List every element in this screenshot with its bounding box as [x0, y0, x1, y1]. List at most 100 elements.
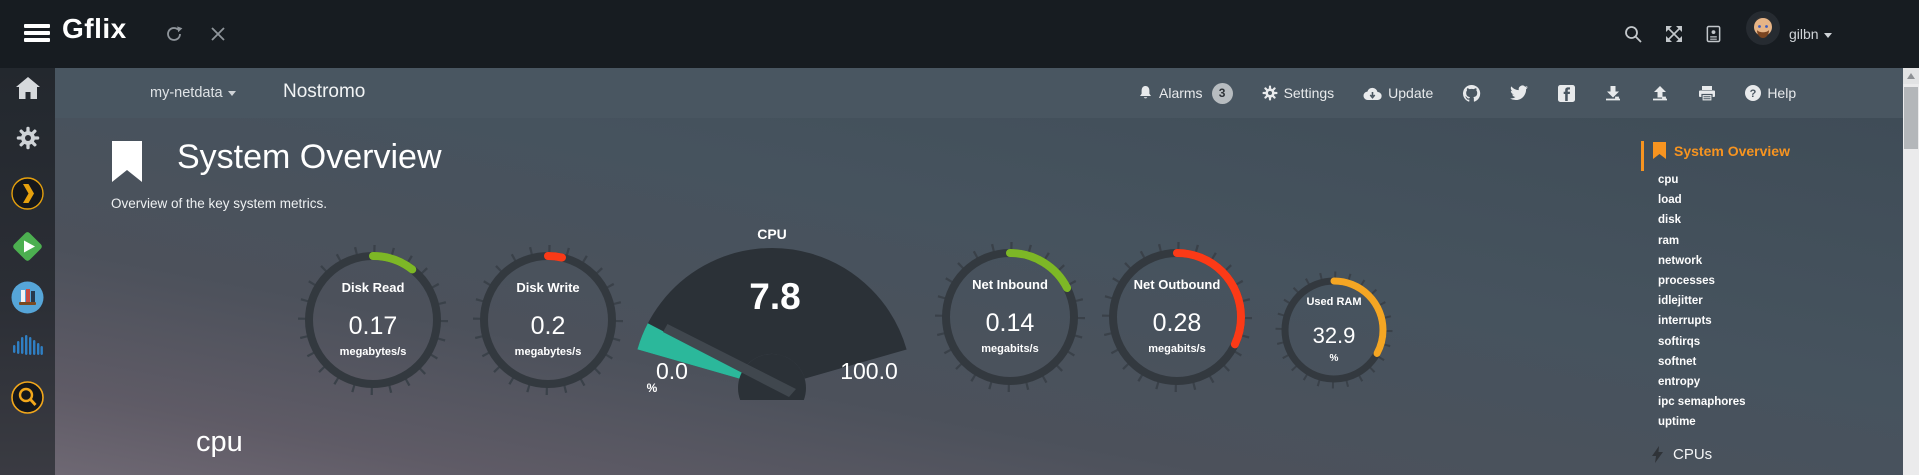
help-button[interactable]: ? Help [1745, 85, 1796, 101]
user-avatar[interactable] [1746, 11, 1780, 45]
news-icon[interactable] [1705, 24, 1722, 44]
gauge-value: 32.9 [1312, 323, 1356, 348]
library-books-icon [11, 281, 44, 314]
gauge-ring [1275, 271, 1393, 389]
github-icon [1463, 84, 1481, 102]
toc-item-softnet[interactable]: softnet [1658, 355, 1697, 368]
navbar-actions: Alarms 3 Settings Update [1138, 68, 1864, 118]
printer-icon [1699, 85, 1716, 102]
toc-item-load[interactable]: load [1658, 194, 1682, 207]
bookmark-icon [112, 141, 142, 182]
server-dropdown[interactable]: my-netdata [150, 85, 236, 101]
netdata-navbar [55, 68, 1903, 119]
print-button[interactable] [1698, 85, 1716, 102]
search-app-icon [11, 381, 44, 414]
facebook-button[interactable] [1558, 84, 1576, 102]
app-brand: Gflix [62, 13, 127, 44]
gauge-disk-write[interactable]: Disk Write 0.2 megabytes/s [468, 240, 628, 400]
gauge-net-inbound[interactable]: Net Inbound 0.14 megabits/s [930, 237, 1090, 397]
gauge-units: % [1329, 353, 1339, 364]
gauge-title: Used RAM [1306, 296, 1362, 308]
gauge-cpu[interactable]: CPU 7.8 0.0 100.0 % [630, 220, 920, 475]
refresh-icon[interactable] [165, 25, 183, 43]
fullscreen-icon[interactable] [1664, 24, 1684, 44]
toc-item-cpu[interactable]: cpu [1658, 174, 1679, 186]
gauge-used-ram[interactable]: Used RAM 32.9 % [1272, 268, 1396, 392]
settings-button[interactable]: Settings [1262, 85, 1334, 101]
toc-item-entropy[interactable]: entropy [1658, 376, 1701, 389]
bell-icon [1140, 86, 1151, 99]
chevron-down-icon [227, 90, 236, 96]
github-button[interactable] [1462, 84, 1481, 103]
close-icon[interactable] [209, 25, 227, 43]
toc-item-ipc-semaphores[interactable]: ipc semaphores [1658, 396, 1746, 409]
upload-button[interactable] [1651, 84, 1669, 102]
toc-item-network[interactable]: network [1658, 254, 1703, 267]
toc-item-softirqs[interactable]: softirqs [1658, 335, 1701, 348]
gauge-ring [935, 242, 1085, 392]
gauge-max: 100.0 [840, 358, 898, 384]
plex-icon [11, 177, 44, 210]
dock-settings-button[interactable] [0, 126, 55, 150]
dock-library-button[interactable] [0, 281, 55, 314]
twitter-button[interactable] [1510, 85, 1529, 101]
page-subtitle: Overview of the key system metrics. [111, 196, 328, 211]
gauge-units: megabits/s [1148, 343, 1206, 355]
toc-item-uptime[interactable]: uptime [1658, 416, 1696, 429]
toc-item-processes[interactable]: processes [1658, 275, 1715, 288]
toc-list: cpu load disk ram network processes idle… [1658, 170, 1746, 433]
toc-item-system-overview[interactable]: System Overview [1653, 142, 1790, 159]
dock-search-app-button[interactable] [0, 381, 55, 414]
search-icon[interactable] [1623, 24, 1643, 44]
gauge-disk-read[interactable]: Disk Read 0.17 megabytes/s [293, 240, 453, 400]
gauge-title: Net Outbound [1133, 277, 1221, 292]
download-button[interactable] [1604, 84, 1622, 102]
gauge-net-outbound[interactable]: Net Outbound 0.28 megabits/s [1097, 237, 1257, 397]
gauge-units: megabytes/s [339, 346, 407, 358]
toc-item-idlejitter[interactable]: idlejitter [1658, 295, 1703, 308]
top-app-bar [0, 0, 1919, 68]
gauge-units: megabytes/s [514, 346, 582, 358]
alarms-button[interactable]: Alarms 3 [1138, 82, 1233, 104]
gauge-ring [473, 245, 623, 395]
gauge-value: 0.14 [985, 309, 1035, 337]
facebook-icon [1558, 84, 1576, 102]
gear-icon [16, 126, 39, 150]
page-scrollbar[interactable] [1903, 68, 1919, 475]
main-background [55, 118, 1903, 475]
download-icon [1606, 86, 1621, 101]
scrollbar-thumb[interactable] [1904, 87, 1918, 149]
question-icon: ? [1745, 85, 1762, 101]
sound-wave-cloud-icon [12, 335, 43, 355]
update-button[interactable]: Update [1363, 85, 1433, 101]
toc-sidebar: System Overview cpu load disk ram networ… [1641, 118, 1903, 475]
toc-section-cpus[interactable]: CPUs [1652, 446, 1712, 463]
avatar-face [1746, 11, 1780, 45]
bookmark-icon [1653, 142, 1666, 159]
emby-icon [13, 232, 42, 261]
toc-item-interrupts[interactable]: interrupts [1658, 315, 1712, 328]
hamburger-menu-icon[interactable] [24, 24, 50, 42]
page-title: System Overview [177, 138, 442, 176]
gauge-title: Disk Read [341, 280, 405, 295]
gauge-units: % [646, 381, 658, 395]
scrollbar-up-arrow[interactable] [1903, 68, 1919, 84]
toc-item-ram[interactable]: ram [1658, 234, 1680, 247]
hostname-link[interactable]: Nostromo [283, 81, 366, 102]
dock-home-button[interactable] [0, 76, 55, 100]
gauge-value: 0.17 [348, 312, 398, 340]
alarms-count-badge: 3 [1211, 82, 1233, 104]
username-menu[interactable]: gilbn [1789, 26, 1832, 42]
chevron-down-icon [1823, 32, 1832, 38]
dock-emby-button[interactable] [0, 230, 55, 263]
dock-plex-button[interactable] [0, 177, 55, 210]
gauge-title: Net Inbound [972, 277, 1048, 292]
cloud-download-icon [1363, 87, 1382, 100]
lightning-bolt-icon [1652, 446, 1663, 463]
svg-text:?: ? [1750, 88, 1757, 100]
gauge-title: CPU [757, 226, 787, 242]
toc-item-disk[interactable]: disk [1658, 214, 1682, 227]
dock-soundcloud-button[interactable] [0, 333, 55, 357]
gauge-title: Disk Write [516, 280, 580, 295]
